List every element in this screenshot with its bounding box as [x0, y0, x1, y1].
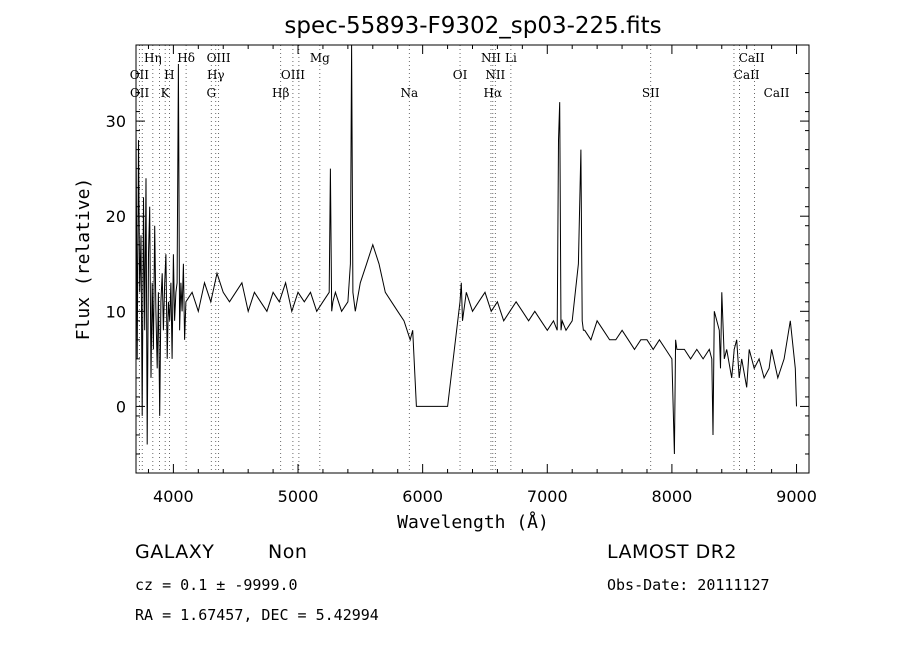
marker-label: CaII: [734, 68, 760, 82]
x-tick-label: 7000: [527, 487, 568, 506]
marker-label: Hη: [144, 51, 162, 65]
plot-frame: [135, 44, 810, 474]
x-tick-label: 4000: [153, 487, 194, 506]
y-tick-label: 10: [106, 302, 126, 321]
marker-label: Na: [400, 86, 418, 100]
marker-label: CaII: [764, 86, 790, 100]
marker-label: Mg: [310, 51, 330, 65]
y-axis-label: Flux (relative): [73, 178, 94, 341]
object-subclass: Non: [268, 541, 308, 563]
survey-name: LAMOST DR2: [607, 541, 737, 563]
marker-label: Hγ: [207, 68, 225, 82]
y-axis: 0 10 20 30: [106, 73, 809, 455]
marker-label: OII: [130, 68, 150, 82]
y-tick-label: 0: [116, 397, 126, 416]
y-tick-label: 30: [106, 112, 126, 131]
marker-label: NII: [481, 51, 501, 65]
marker-label: Hδ: [177, 51, 195, 65]
y-tick-label: 20: [106, 207, 126, 226]
marker-label: CaII: [739, 51, 765, 65]
x-axis: 4000 5000 6000 7000 8000 9000: [147, 45, 817, 506]
marker-label: Li: [505, 51, 517, 65]
marker-label: OIII: [281, 68, 305, 82]
x-axis-label: Wavelength (Å): [397, 511, 549, 533]
marker-label: SII: [642, 86, 660, 100]
spectrum-series: [135, 44, 797, 455]
marker-label: NII: [485, 68, 505, 82]
marker-label: Hβ: [272, 86, 289, 100]
marker-label: OI: [453, 68, 468, 82]
x-tick-label: 8000: [652, 487, 693, 506]
object-class: GALAXY: [135, 541, 215, 563]
marker-label: H: [164, 68, 174, 82]
x-tick-label: 9000: [776, 487, 817, 506]
marker-label: OIII: [207, 51, 231, 65]
chart-title: spec-55893-F9302_sp03-225.fits: [284, 13, 661, 39]
redshift-line: cz = 0.1 ± -9999.0: [135, 576, 298, 594]
observation-date: Obs-Date: 20111127: [607, 576, 770, 594]
coordinates-line: RA = 1.67457, DEC = 5.42994: [135, 606, 379, 624]
marker-label: G: [206, 86, 216, 100]
marker-lines-group: [138, 45, 755, 473]
marker-label: Hα: [484, 86, 503, 100]
x-tick-label: 6000: [402, 487, 443, 506]
marker-label: K: [161, 86, 171, 100]
x-tick-label: 5000: [278, 487, 319, 506]
